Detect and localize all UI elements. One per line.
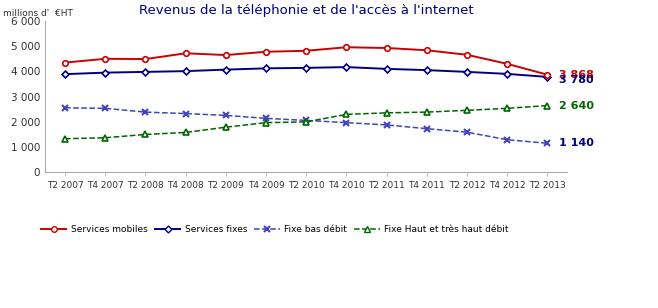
- Text: 1 140: 1 140: [559, 138, 594, 148]
- Legend: Services mobiles, Services fixes, Fixe bas débit, Fixe Haut et très haut débit: Services mobiles, Services fixes, Fixe b…: [38, 222, 512, 238]
- Text: 3 868: 3 868: [559, 70, 594, 80]
- Text: 2 640: 2 640: [559, 100, 594, 111]
- Title: Revenus de la téléphonie et de l'accès à l'internet: Revenus de la téléphonie et de l'accès à…: [139, 4, 474, 17]
- Text: 3 780: 3 780: [559, 75, 594, 85]
- Text: millions d'  €HT: millions d' €HT: [3, 9, 73, 18]
